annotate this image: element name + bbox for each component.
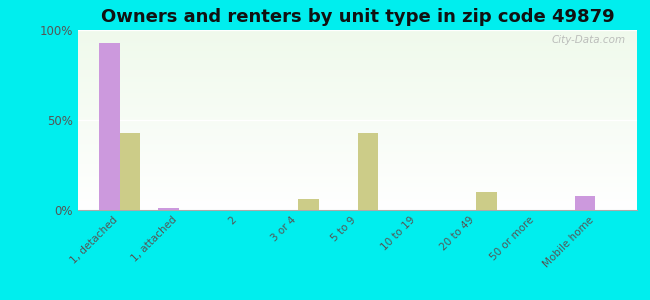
Bar <box>575 196 595 210</box>
Bar <box>476 192 497 210</box>
Bar <box>159 208 179 210</box>
Bar <box>99 43 120 210</box>
Bar <box>120 133 140 210</box>
Title: Owners and renters by unit type in zip code 49879: Owners and renters by unit type in zip c… <box>101 8 614 26</box>
Bar <box>298 199 319 210</box>
Text: City-Data.com: City-Data.com <box>552 35 626 45</box>
Bar <box>358 133 378 210</box>
